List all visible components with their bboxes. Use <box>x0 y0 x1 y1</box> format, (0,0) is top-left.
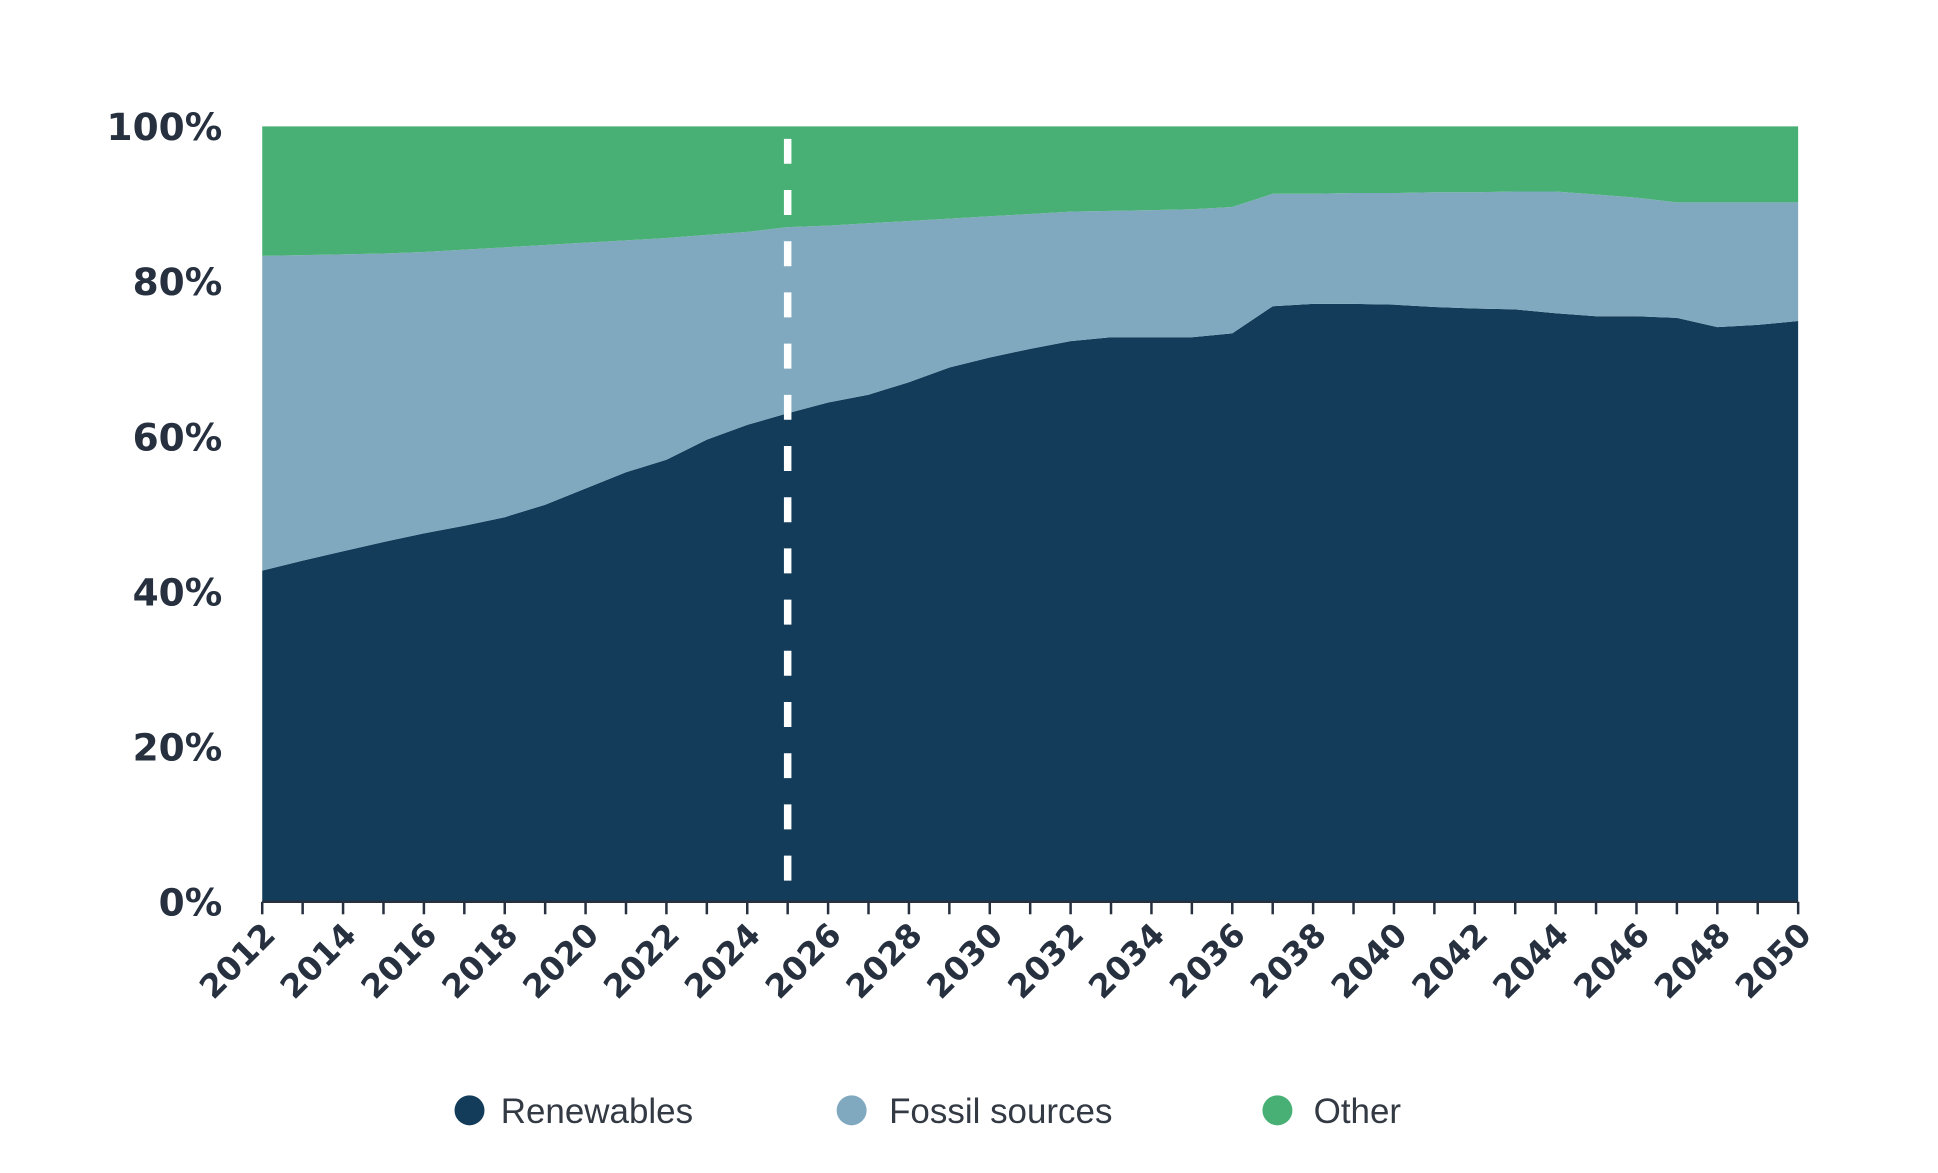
x-tick-label: 2046 <box>1566 916 1657 1007</box>
x-tick-label: 2028 <box>839 916 930 1007</box>
x-tick-label: 2050 <box>1728 916 1819 1007</box>
legend: Renewables Fossil sources Other <box>454 1092 1402 1131</box>
x-tick-label: 2044 <box>1486 916 1577 1007</box>
y-tick-label: 80% <box>133 260 223 304</box>
y-tick-label: 0% <box>159 881 223 925</box>
legend-label-fossil-sources: Fossil sources <box>889 1092 1112 1131</box>
x-tick-label: 2034 <box>1081 916 1172 1007</box>
area-renewables <box>262 303 1799 902</box>
x-tick-label: 2030 <box>920 916 1011 1007</box>
legend-swatch-fossil-sources <box>836 1095 867 1126</box>
x-tick-label: 2020 <box>515 916 606 1007</box>
x-tick-label: 2042 <box>1405 916 1496 1007</box>
x-tick-label: 2014 <box>273 916 364 1007</box>
x-tick-label: 2036 <box>1162 916 1253 1007</box>
x-tick-label: 2026 <box>758 916 849 1007</box>
x-tick-label: 2040 <box>1324 916 1415 1007</box>
x-tick-label: 2022 <box>596 916 687 1007</box>
legend-swatch-renewables <box>454 1095 485 1126</box>
x-tick-label: 2012 <box>192 916 283 1007</box>
legend-label-other: Other <box>1314 1092 1402 1131</box>
x-tick-label: 2018 <box>435 916 526 1007</box>
x-tick-label: 2016 <box>354 916 445 1007</box>
y-tick-label: 100% <box>107 105 223 149</box>
area-fossil-sources <box>262 191 1799 571</box>
y-tick-label: 40% <box>133 570 223 614</box>
x-tick-label: 2024 <box>677 916 768 1007</box>
y-tick-label: 20% <box>133 725 223 769</box>
y-tick-label: 60% <box>133 415 223 459</box>
x-tick-label: 2048 <box>1647 916 1738 1007</box>
x-tick-label: 2038 <box>1243 916 1334 1007</box>
x-tick-label: 2032 <box>1001 916 1092 1007</box>
area-other <box>262 126 1799 256</box>
plot-areas <box>262 126 1799 902</box>
legend-swatch-other <box>1262 1095 1293 1126</box>
legend-label-renewables: Renewables <box>501 1092 693 1131</box>
